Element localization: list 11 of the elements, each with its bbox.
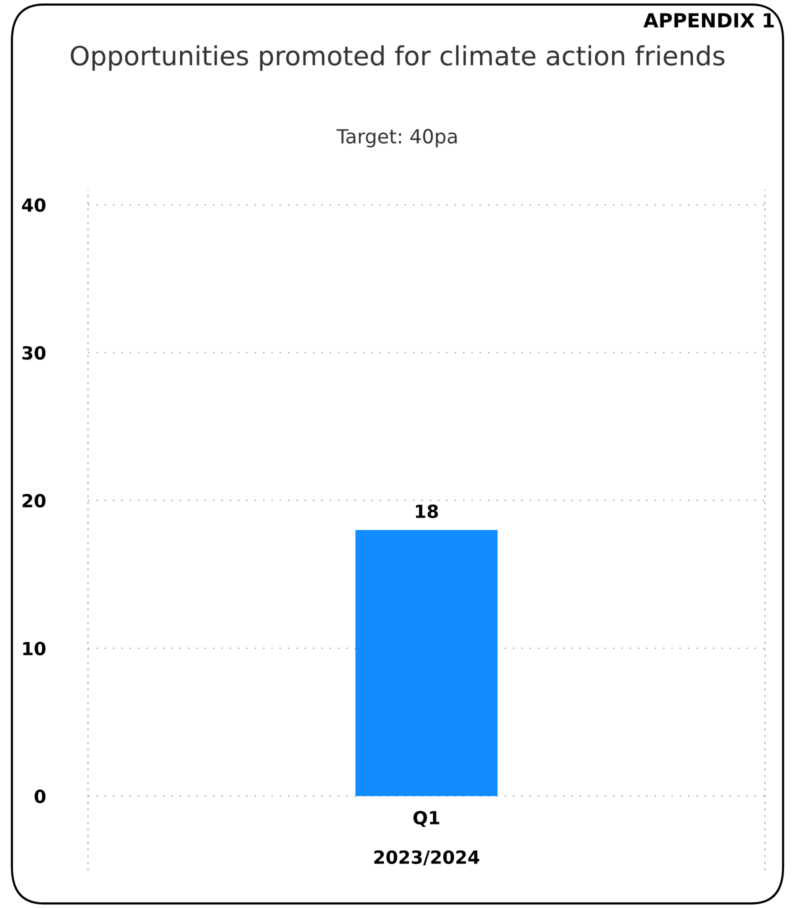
y-tick-label: 10 xyxy=(23,642,46,656)
chart-title: Opportunities promoted for climate action friends xyxy=(70,45,724,71)
chart-subtitle: Target: 40pa xyxy=(336,128,457,148)
y-tick-label: 0 xyxy=(34,790,46,804)
y-tick-label: 20 xyxy=(22,494,46,508)
x-axis-title: 2023/2024 xyxy=(374,850,480,866)
text: APPENDIX 1 xyxy=(643,13,774,28)
x-tick-label: Q1 xyxy=(413,810,440,827)
y-tick-label: 30 xyxy=(22,346,46,360)
y-tick-label: 40 xyxy=(22,198,46,212)
data-label: 18 xyxy=(416,504,438,518)
